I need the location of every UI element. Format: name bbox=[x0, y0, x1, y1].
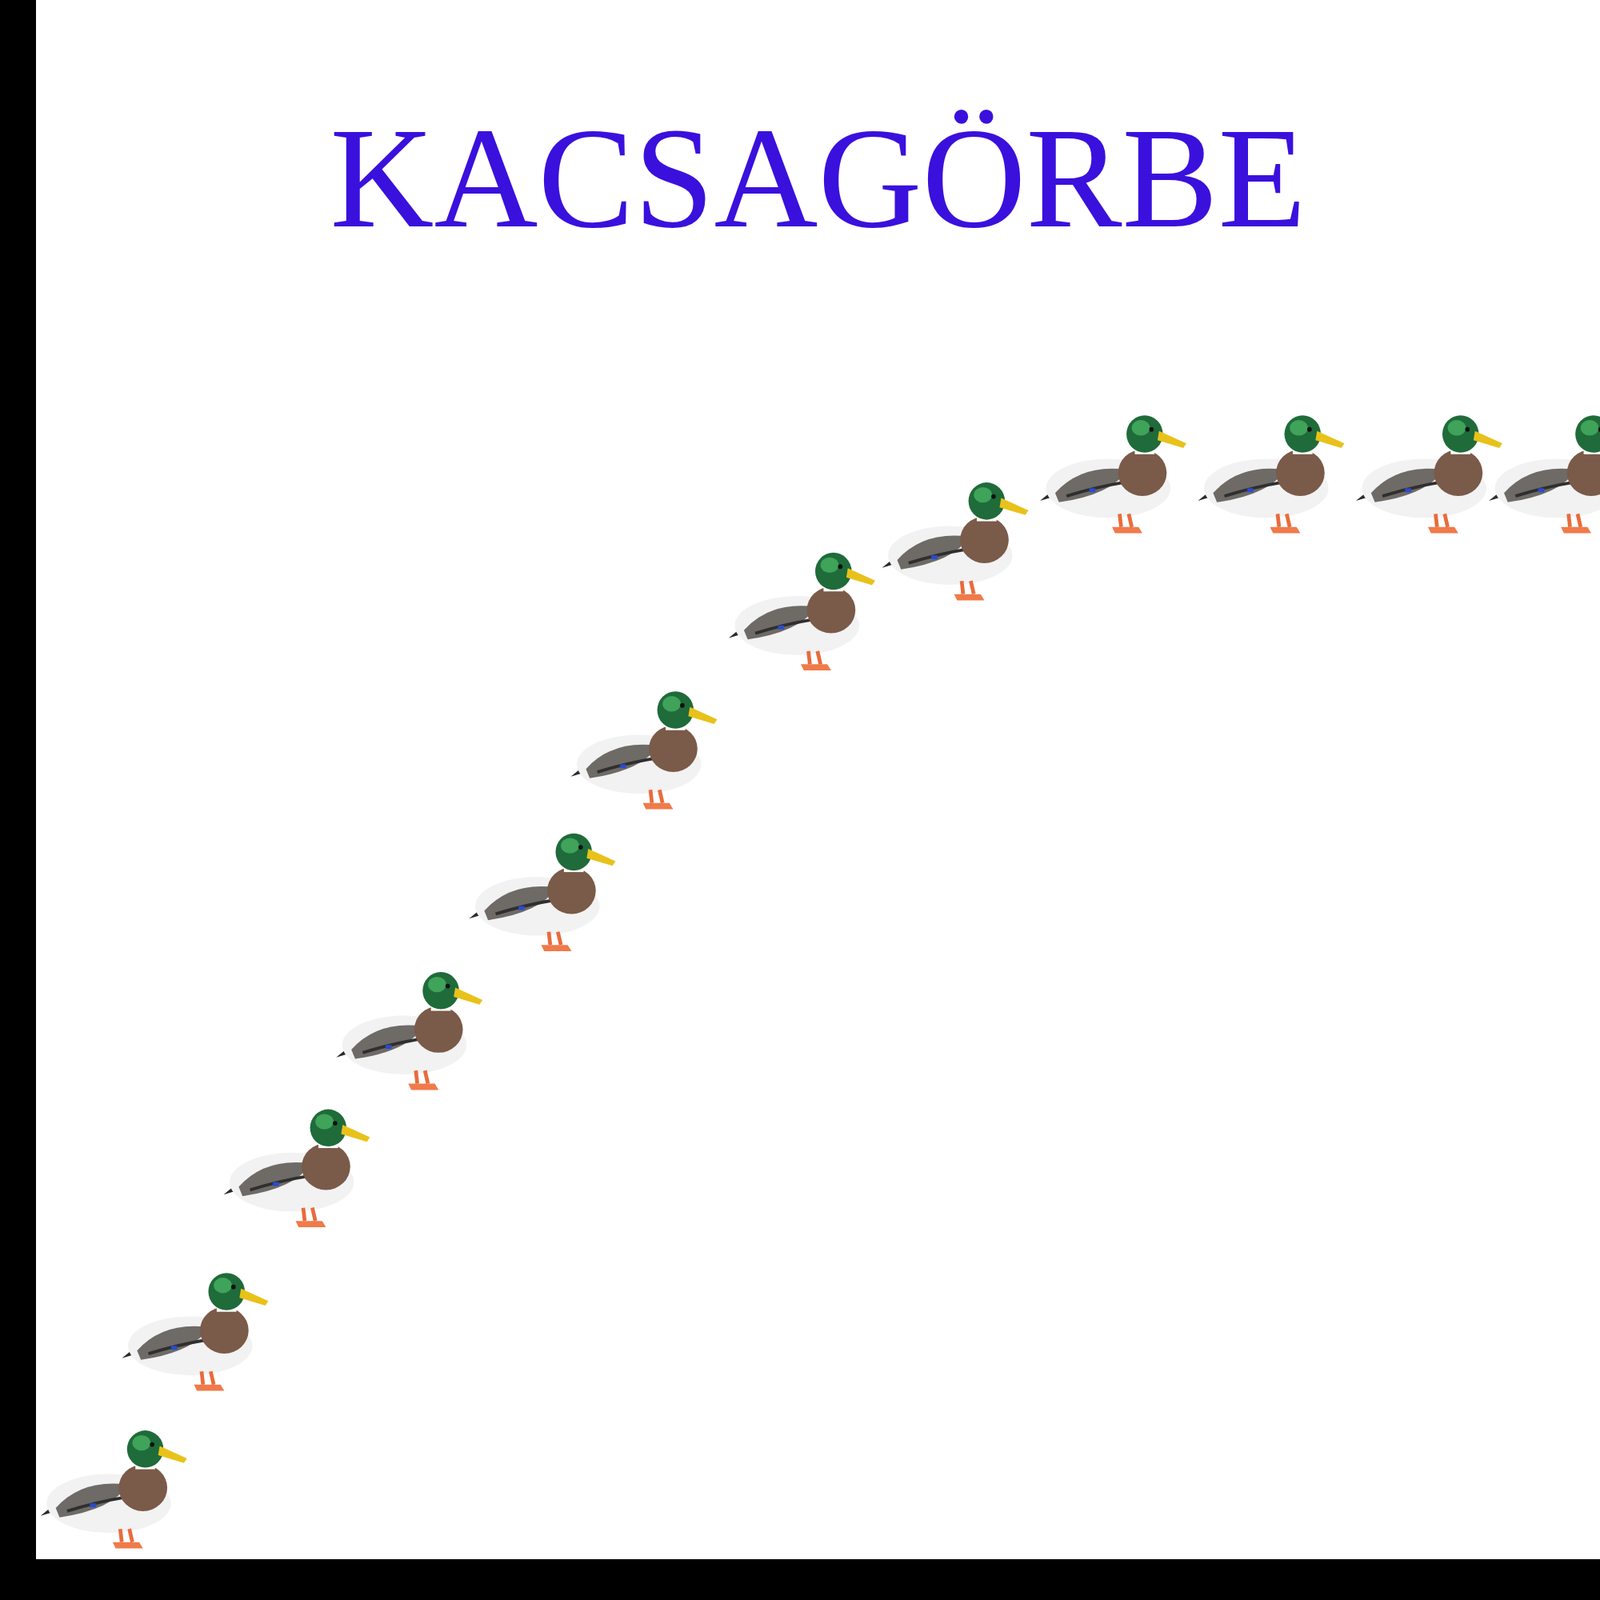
svg-text:KACSAGÖRBE: KACSAGÖRBE bbox=[329, 98, 1306, 258]
